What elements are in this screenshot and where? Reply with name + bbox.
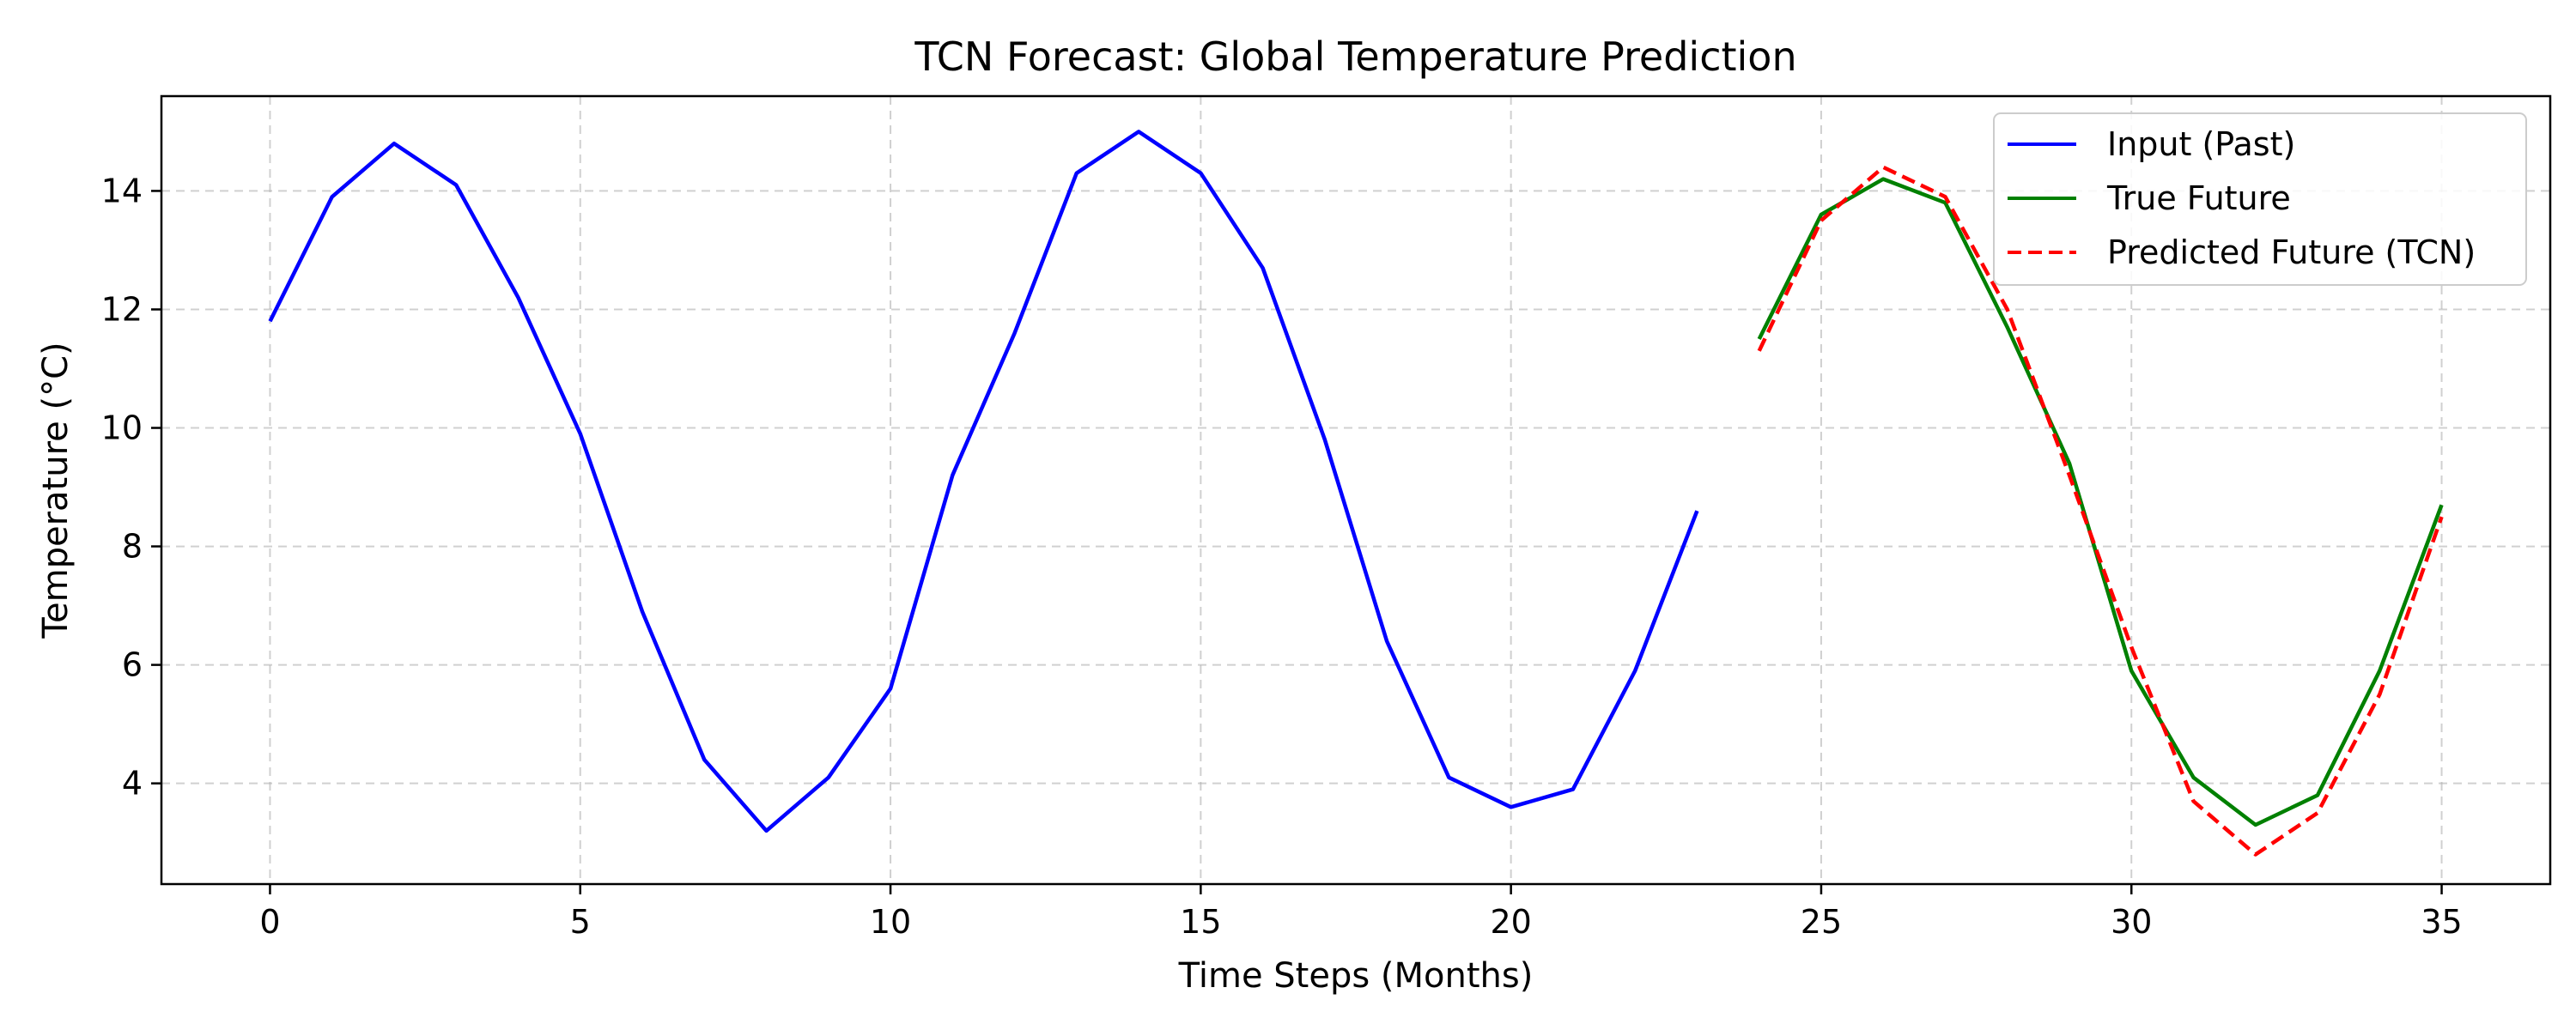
series-line-true-future xyxy=(1757,177,2444,827)
series-layer xyxy=(268,130,2444,857)
y-axis-label: Temperature (°C) xyxy=(36,342,76,639)
ticks: 0 5 10 15 20 25 30 35 4 6 8 10 12 14 xyxy=(101,172,2463,941)
legend-label-predicted-future: Predicted Future (TCN) xyxy=(2107,233,2476,271)
x-tick-label: 15 xyxy=(1180,903,1221,941)
series-line-predicted-future-tcn xyxy=(1757,165,2444,857)
legend: Input (Past) True Future Predicted Futur… xyxy=(1993,112,2527,286)
x-tick-label: 25 xyxy=(1801,903,1842,941)
y-tick-label: 6 xyxy=(122,646,143,684)
legend-label-true-future: True Future xyxy=(2106,179,2291,217)
x-tick-label: 0 xyxy=(259,903,280,941)
y-tick-label: 12 xyxy=(101,290,143,328)
x-tick-label: 35 xyxy=(2421,903,2462,941)
series-line-input-past xyxy=(268,130,1699,833)
y-tick-label: 8 xyxy=(122,528,143,566)
y-tick-label: 10 xyxy=(101,409,143,447)
chart-title: TCN Forecast: Global Temperature Predict… xyxy=(914,33,1796,80)
legend-label-input-past: Input (Past) xyxy=(2107,125,2295,163)
legend-box xyxy=(1993,112,2527,286)
y-tick-label: 4 xyxy=(122,765,143,803)
x-tick-label: 5 xyxy=(570,903,591,941)
x-tick-label: 30 xyxy=(2111,903,2152,941)
x-tick-label: 20 xyxy=(1490,903,1531,941)
plot-frame xyxy=(160,94,2552,886)
x-axis-label: Time Steps (Months) xyxy=(1178,956,1534,996)
y-tick-label: 14 xyxy=(101,172,143,209)
x-tick-label: 10 xyxy=(870,903,911,941)
